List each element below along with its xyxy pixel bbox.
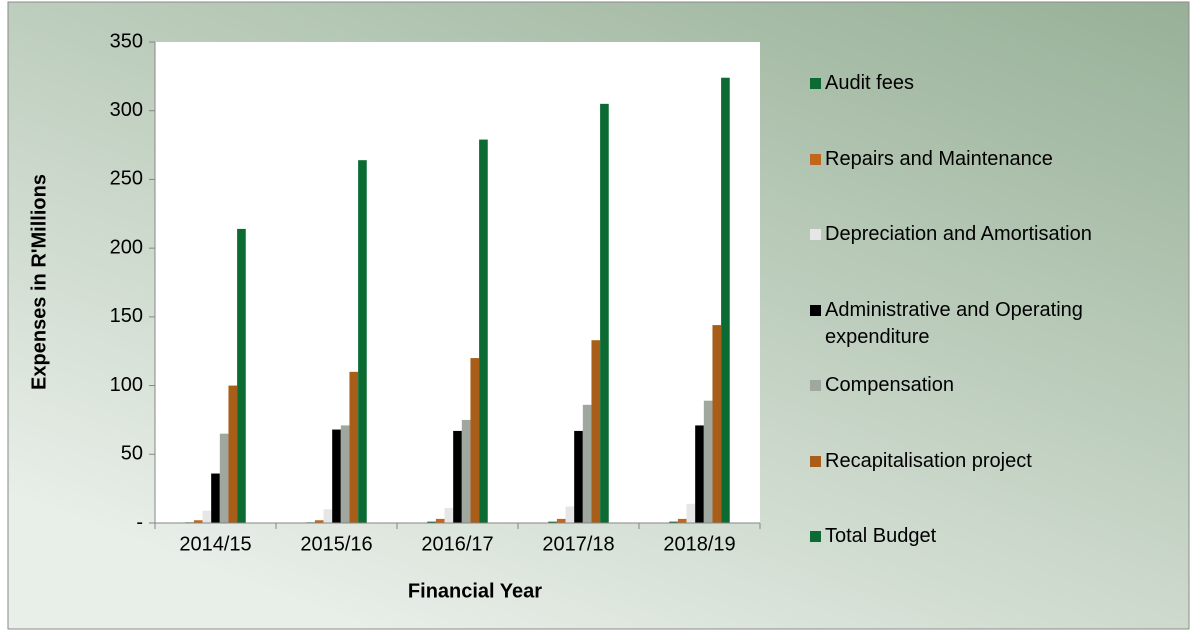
legend-label: Administrative and Operating expenditure (825, 298, 1083, 348)
legend-item: Compensation (810, 372, 1170, 399)
bar (556, 518, 566, 523)
bar (721, 77, 730, 523)
legend-label: Total Budget (825, 525, 937, 547)
bar (193, 520, 203, 523)
legend-label: Recapitalisation project (825, 449, 1032, 472)
legend-swatch (810, 380, 821, 391)
bar (349, 371, 359, 523)
bar (591, 340, 601, 523)
bar (237, 228, 246, 523)
x-tick-label: 2018/19 (663, 533, 735, 555)
y-tick-label: 50 (121, 443, 143, 465)
bar (677, 518, 687, 523)
legend-label: Depreciation and Amortisation (825, 223, 1092, 245)
x-tick-label: 2015/16 (300, 533, 372, 555)
x-tick-label: 2016/17 (421, 533, 493, 555)
legend-item: Depreciation and Amortisation (810, 221, 1170, 248)
legend-label: Audit fees (825, 72, 914, 94)
y-tick-label: 250 (110, 168, 143, 190)
bar (470, 358, 480, 523)
legend-swatch (810, 78, 821, 89)
x-tick-label: 2014/15 (179, 533, 251, 555)
legend-label: Repairs and Maintenance (825, 147, 1053, 170)
legend-item: Recapitalisation project (810, 448, 1170, 475)
bar (574, 430, 583, 523)
legend-item: Audit fees (810, 70, 1170, 97)
y-tick-label: - (136, 511, 143, 533)
bar (479, 139, 488, 523)
x-tick-label: 2017/18 (542, 533, 614, 555)
bar (600, 103, 609, 523)
x-axis-title: Financial Year (408, 580, 542, 602)
y-tick-label: 200 (110, 236, 143, 258)
legend-label: Compensation (825, 374, 954, 396)
legend-swatch (810, 455, 821, 467)
legend-swatch (810, 531, 821, 542)
bar (444, 507, 454, 523)
legend-swatch (810, 153, 821, 165)
bar (712, 325, 722, 523)
bar (211, 473, 220, 523)
bar (323, 509, 333, 523)
y-tick-label: 300 (110, 99, 143, 121)
bar (228, 385, 238, 523)
bar (314, 520, 324, 523)
legend-swatch (810, 229, 821, 240)
y-tick-label: 150 (110, 305, 143, 327)
bar (340, 425, 350, 523)
legend-swatch (810, 304, 821, 316)
y-axis-title: Expenses in R'Millions (28, 174, 50, 390)
legend-item: Total Budget (810, 523, 1170, 550)
bar (427, 521, 436, 523)
bar (332, 429, 341, 523)
bar (582, 404, 592, 523)
bar (548, 521, 557, 523)
bar (565, 506, 575, 523)
bar (703, 400, 713, 523)
y-tick-label: 100 (110, 374, 143, 396)
bar (453, 430, 462, 523)
bar (686, 503, 696, 523)
bar (695, 425, 704, 523)
legend-item: Repairs and Maintenance (810, 146, 1170, 173)
bar (435, 518, 445, 523)
bar (219, 433, 229, 523)
y-tick-label: 350 (110, 30, 143, 52)
bar (669, 521, 678, 523)
legend-item: Administrative and Operating expenditure (810, 297, 1170, 351)
bar (358, 160, 367, 523)
bar (202, 510, 212, 523)
bar (461, 419, 471, 523)
